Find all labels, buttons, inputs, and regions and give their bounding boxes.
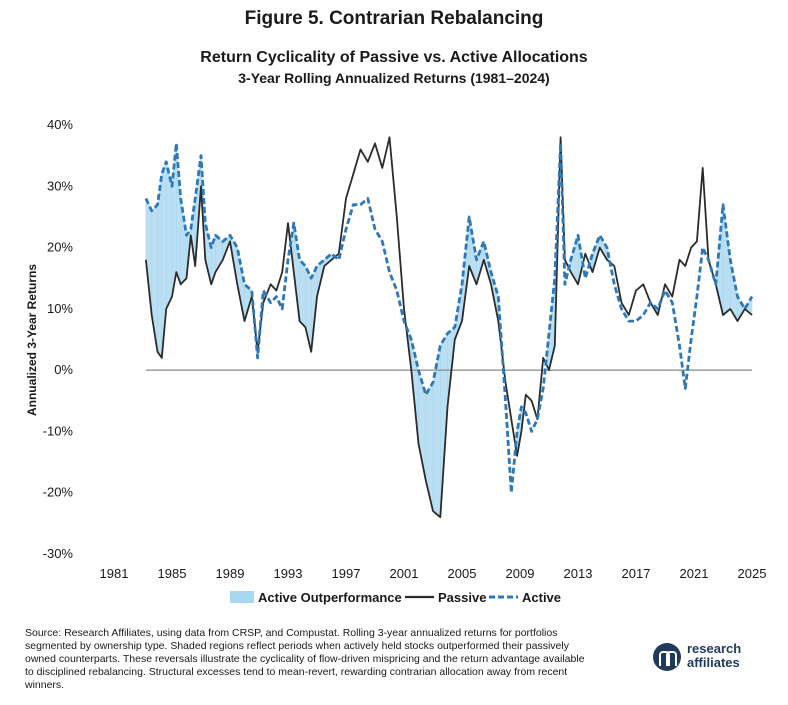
research-affiliates-logo: research affiliates [653, 638, 773, 678]
legend-label-active-outperformance: Active Outperformance [258, 590, 402, 605]
logo-line-1: research [687, 641, 742, 656]
y-axis-label: Annualized 3-Year Returns [25, 264, 39, 416]
legend: Active Outperformance Passive Active [230, 590, 561, 605]
axis-layer: 40% 30% 20% 10% 0% -10% -20% -30% 1981 1985 1989 19… [43, 117, 767, 581]
y-tick-label: -20% [43, 485, 74, 500]
chart-canvas: 40% 30% 20% 10% 0% -10% -20% -30% 1981 1985 1989 19… [25, 117, 767, 605]
y-tick-label: 40% [47, 117, 73, 132]
source-note: Source: Research Affiliates, using data … [25, 627, 585, 691]
y-tick-label: -30% [43, 546, 74, 561]
y-tick-label: 30% [47, 178, 73, 193]
y-tick-label: 10% [47, 301, 73, 316]
shade-segment [145, 198, 152, 316]
y-tick-label: 20% [47, 240, 73, 255]
y-tick-label: 0% [54, 362, 73, 377]
series-line-passive [145, 136, 753, 519]
y-tick-label: -10% [43, 423, 74, 438]
logo-mark-icon [653, 643, 681, 671]
x-tick-label: 2025 [738, 566, 767, 581]
x-tick-label: 1981 [100, 566, 129, 581]
x-tick-label: 2009 [506, 566, 535, 581]
x-tick-label: 1993 [274, 566, 303, 581]
x-tick-label: 2005 [448, 566, 477, 581]
legend-label-active: Active [522, 590, 561, 605]
line-layer [144, 136, 754, 519]
x-tick-label: 1997 [332, 566, 361, 581]
logo-line-2: affiliates [687, 655, 740, 670]
legend-swatch-shade [230, 591, 254, 603]
x-tick-label: 2013 [564, 566, 593, 581]
chart-subtitle: 3-Year Rolling Annualized Returns (1981–… [238, 70, 550, 86]
x-tick-label: 1989 [216, 566, 245, 581]
x-tick-label: 2021 [680, 566, 709, 581]
shade-segment [237, 247, 245, 322]
x-tick-label: 2001 [390, 566, 419, 581]
series-line-active [144, 142, 754, 495]
x-tick-label: 1985 [158, 566, 187, 581]
shade-segment [432, 345, 441, 518]
shade-segment [157, 173, 163, 359]
figure-label: Figure 5. Contrarian Rebalancing [244, 8, 544, 29]
chart-title: Return Cyclicality of Passive vs. Active… [200, 49, 588, 66]
shade-segment [737, 295, 746, 323]
shade-segment [425, 381, 434, 512]
legend-label-passive: Passive [438, 590, 486, 605]
x-tick-label: 2017 [622, 566, 651, 581]
logo-text: research affiliates [687, 642, 741, 670]
shade-segment [299, 259, 306, 328]
shade-layer [145, 143, 753, 518]
